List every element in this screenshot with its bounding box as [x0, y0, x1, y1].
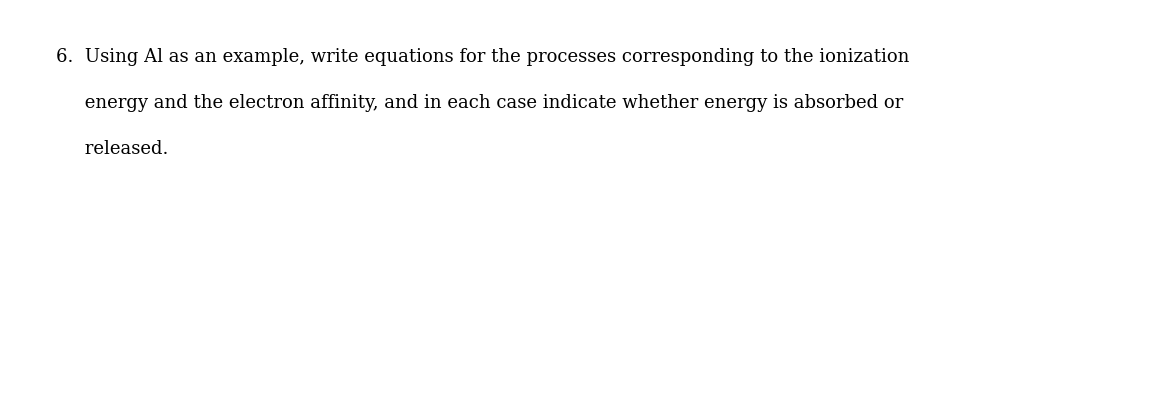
Text: 6.  Using Al as an example, write equations for the processes corresponding to t: 6. Using Al as an example, write equatio… [56, 48, 909, 66]
Text: released.: released. [56, 140, 168, 158]
Text: energy and the electron affinity, and in each case indicate whether energy is ab: energy and the electron affinity, and in… [56, 94, 903, 112]
